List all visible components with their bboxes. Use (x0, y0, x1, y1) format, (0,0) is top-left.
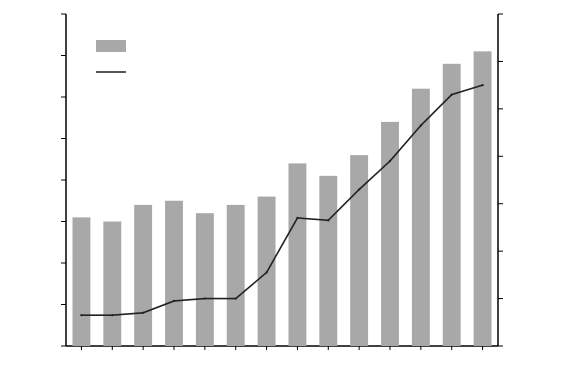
line-point (388, 159, 392, 163)
line-point (141, 311, 145, 314)
line-point (327, 219, 330, 222)
line-point (172, 299, 176, 303)
bar (442, 63, 461, 347)
bar (288, 163, 307, 346)
legend-swatch-bar (96, 40, 126, 52)
bar (165, 200, 183, 346)
bar (226, 204, 245, 346)
line-point (234, 297, 237, 300)
line-point (419, 124, 423, 127)
line-point (357, 188, 361, 191)
line-point (111, 313, 114, 317)
line-series (81, 84, 483, 316)
line-point (296, 216, 299, 220)
bar (72, 217, 91, 346)
line-point (203, 297, 207, 300)
bar (103, 221, 122, 346)
bar (134, 204, 153, 346)
bar (350, 155, 369, 346)
line-point (265, 271, 268, 274)
bar (411, 88, 430, 346)
line-point (450, 93, 453, 96)
line-point (80, 313, 83, 317)
bar (319, 175, 338, 346)
bar (195, 213, 214, 346)
bar (473, 51, 492, 346)
line-point (481, 83, 484, 87)
bar (381, 121, 399, 347)
